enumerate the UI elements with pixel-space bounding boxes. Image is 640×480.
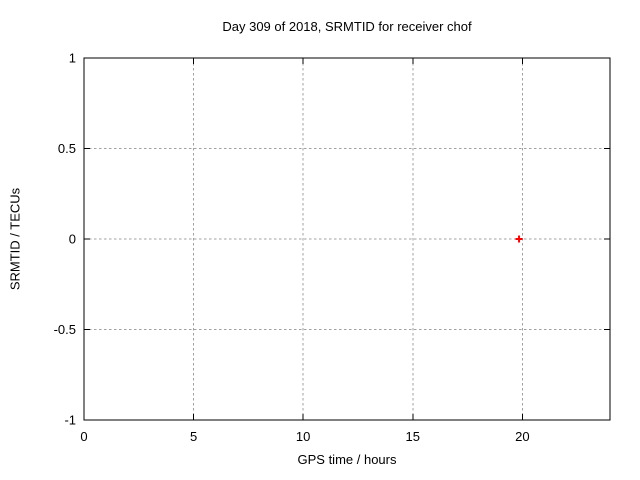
x-tick-label: 0 bbox=[80, 429, 87, 444]
y-tick-label: 1 bbox=[69, 51, 76, 66]
x-tick-label: 15 bbox=[406, 429, 420, 444]
y-tick-label: -0.5 bbox=[54, 322, 76, 337]
x-tick-label: 20 bbox=[515, 429, 529, 444]
x-tick-label: 10 bbox=[296, 429, 310, 444]
y-tick-label: 0.5 bbox=[58, 141, 76, 156]
x-tick-label: 5 bbox=[190, 429, 197, 444]
y-tick-label: 0 bbox=[69, 232, 76, 247]
chart-title: Day 309 of 2018, SRMTID for receiver cho… bbox=[222, 19, 472, 34]
y-tick-label: -1 bbox=[64, 413, 76, 428]
x-axis-label: GPS time / hours bbox=[297, 452, 397, 467]
